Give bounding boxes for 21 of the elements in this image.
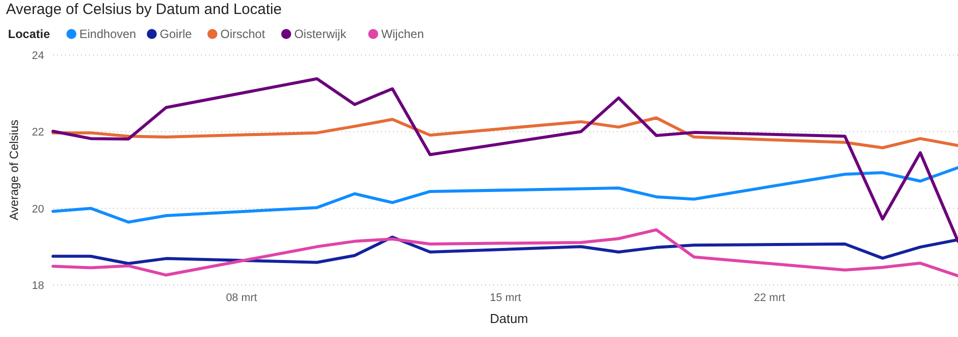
legend-label: Wijchen <box>381 27 424 41</box>
legend-label: Goirle <box>160 27 192 41</box>
legend-label: Eindhoven <box>79 27 136 41</box>
x-tick-label: 22 mrt <box>754 292 786 304</box>
line-series <box>52 77 958 243</box>
chart-title: Average of Celsius by Datum and Locatie <box>6 1 282 18</box>
y-tick-label: 24 <box>32 50 44 62</box>
x-axis-title: Datum <box>490 311 528 326</box>
legend-title: Locatie <box>8 27 50 41</box>
legend-label: Oirschot <box>220 27 266 41</box>
line-series <box>52 116 958 150</box>
line-series <box>52 228 958 278</box>
y-axis-title: Average of Celsius <box>7 120 21 220</box>
y-tick-label: 20 <box>32 203 44 216</box>
line-series <box>52 166 958 224</box>
y-tick-label: 18 <box>32 280 44 292</box>
line-series <box>52 236 958 266</box>
x-tick-label: 08 mrt <box>226 292 258 304</box>
legend-label: Oisterwijk <box>294 27 348 41</box>
y-tick-label: 22 <box>32 126 44 139</box>
x-tick-label: 15 mrt <box>490 292 522 304</box>
